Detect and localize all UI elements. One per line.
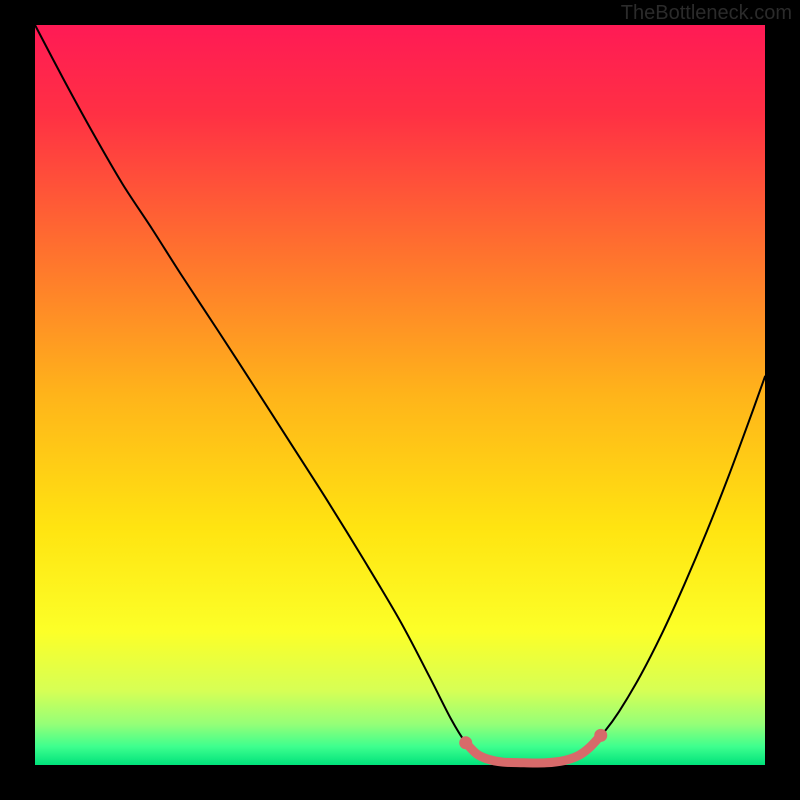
bottleneck-chart: TheBottleneck.com xyxy=(0,0,800,800)
highlight-start-dot xyxy=(459,736,472,749)
attribution-label: TheBottleneck.com xyxy=(621,2,792,25)
plot-background xyxy=(35,25,765,765)
highlight-end-dot xyxy=(594,729,607,742)
chart-svg xyxy=(0,0,800,800)
